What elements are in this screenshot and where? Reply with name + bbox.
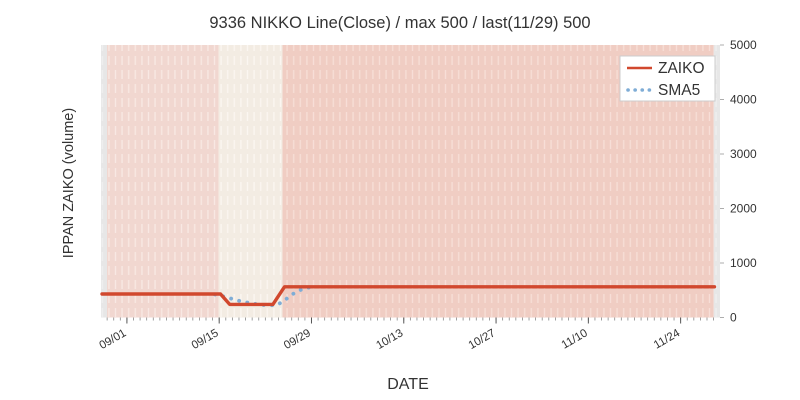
svg-text:4000: 4000: [730, 93, 757, 107]
svg-text:09/15: 09/15: [190, 327, 221, 352]
svg-text:SMA5: SMA5: [658, 82, 700, 99]
svg-text:IPPAN ZAIKO (volume): IPPAN ZAIKO (volume): [61, 108, 77, 258]
svg-text:0: 0: [730, 311, 737, 325]
svg-text:09/29: 09/29: [282, 327, 313, 352]
svg-text:11/10: 11/10: [560, 327, 590, 351]
svg-text:11/24: 11/24: [652, 327, 683, 352]
svg-text:10/27: 10/27: [467, 327, 498, 352]
svg-text:5000: 5000: [730, 38, 757, 52]
svg-text:1000: 1000: [730, 256, 757, 270]
svg-text:DATE: DATE: [387, 376, 428, 393]
svg-text:09/01: 09/01: [97, 327, 128, 352]
svg-text:2000: 2000: [730, 202, 757, 216]
svg-text:10/13: 10/13: [374, 327, 405, 352]
svg-text:9336 NIKKO Line(Close) / max 5: 9336 NIKKO Line(Close) / max 500 / last(…: [209, 14, 590, 32]
svg-text:3000: 3000: [730, 147, 757, 161]
svg-text:ZAIKO: ZAIKO: [658, 60, 705, 77]
